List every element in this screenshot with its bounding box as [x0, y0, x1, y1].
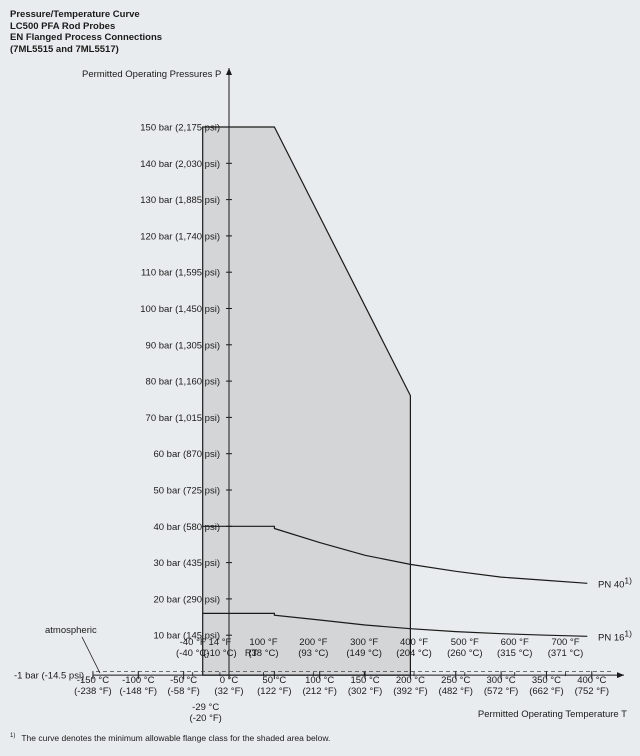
- x-tick-label-extra: (-20 °F): [190, 713, 222, 724]
- chart-title-line-4: (7ML5515 and 7ML5517): [10, 43, 119, 55]
- y-tick-label: 130 bar (1,885 psi): [140, 195, 220, 206]
- y-tick-label: 20 bar (290 psi): [153, 594, 220, 605]
- x-tick-label: (662 °F): [529, 686, 563, 697]
- x-tick-label: 100 °C: [305, 675, 334, 686]
- series-label-pn40: PN 401): [598, 575, 632, 590]
- x-tick-label: (482 °F): [439, 686, 473, 697]
- x-tick-label: (302 °F): [348, 686, 382, 697]
- x-tick-label: 250 °C: [441, 675, 470, 686]
- y-axis-arrow: [226, 68, 232, 75]
- y-tick-label: 60 bar (870 psi): [153, 449, 220, 460]
- y-tick-label: 120 bar (1,740 psi): [140, 231, 220, 242]
- chart-title-line-2: LC500 PFA Rod Probes: [10, 20, 116, 32]
- atmospheric-pressure-label: -1 bar (-14.5 psi): [14, 671, 84, 682]
- y-tick-label: 100 bar (1,450 psi): [140, 304, 220, 315]
- x-axis-title: Permitted Operating Temperature T: [478, 709, 627, 720]
- x-tick-label-fahrenheit: (315 °C): [497, 648, 532, 659]
- footnote-text: The curve denotes the minimum allowable …: [21, 733, 331, 743]
- x-tick-label: (572 °F): [484, 686, 518, 697]
- x-tick-label-fahrenheit: (149 °C): [346, 648, 381, 659]
- atmospheric-annotation: atmospheric: [45, 625, 97, 636]
- y-tick-label: 150 bar (2,175 psi): [140, 123, 220, 134]
- series-label-superscript: 1): [624, 628, 632, 638]
- series-line-pn16: [202, 612, 588, 637]
- x-tick-label: -150 °C: [77, 675, 109, 686]
- x-tick-label-fahrenheit: (204 °C): [396, 648, 431, 659]
- x-tick-label-fahrenheit: -40 °F: [180, 637, 206, 648]
- chart-title-block: Pressure/Temperature Curve LC500 PFA Rod…: [10, 9, 162, 55]
- rt-label: RT: [245, 648, 258, 659]
- x-tick-label: 300 °C: [487, 675, 516, 686]
- y-tick-label: 90 bar (1,305 psi): [146, 340, 220, 351]
- x-tick-label: (212 °F): [302, 686, 336, 697]
- x-tick-label-fahrenheit: 300 °F: [350, 637, 378, 648]
- series-line-pn40: [202, 525, 588, 584]
- chart-title-line-1: Pressure/Temperature Curve: [10, 9, 140, 20]
- x-tick-label-fahrenheit: (38 °C): [248, 648, 278, 659]
- x-tick-label-extra: -29 °C: [192, 702, 219, 713]
- chart-title-line-3: EN Flanged Process Connections: [10, 32, 163, 43]
- x-tick-label: 0 °C: [220, 675, 239, 686]
- x-tick-label: (122 °F): [257, 686, 291, 697]
- y-tick-label: 70 bar (1,015 psi): [146, 413, 220, 424]
- x-tick-label-fahrenheit: 100 °F: [249, 637, 277, 648]
- x-tick-label-fahrenheit: (93 °C): [298, 648, 328, 659]
- footnote-marker: 1): [10, 733, 16, 740]
- footnote: 1) The curve denotes the minimum allowabl…: [10, 733, 330, 743]
- y-axis-title: Permitted Operating Pressures P: [82, 69, 221, 80]
- series-label-superscript: 1): [624, 575, 632, 585]
- x-tick-label: (392 °F): [393, 686, 427, 697]
- x-tick-label: (-148 °F): [120, 686, 158, 697]
- x-tick-label-fahrenheit: (-10 °C): [203, 648, 236, 659]
- x-axis-arrow: [617, 672, 624, 679]
- atmospheric-leader-line: [81, 636, 101, 674]
- x-tick-label-fahrenheit: 400 °F: [400, 637, 428, 648]
- x-tick-label: 350 °C: [532, 675, 561, 686]
- x-tick-label-fahrenheit: 14 °F: [209, 637, 232, 648]
- y-tick-label: 80 bar (1,160 psi): [146, 377, 220, 388]
- x-tick-label-fahrenheit: 700 °F: [551, 637, 579, 648]
- x-tick-label: (32 °F): [214, 686, 243, 697]
- x-tick-label-fahrenheit: 600 °F: [501, 637, 529, 648]
- x-tick-label: (-238 °F): [74, 686, 112, 697]
- y-tick-label: 10 bar (145 psi): [153, 631, 220, 642]
- x-tick-label: -50 °C: [170, 675, 197, 686]
- x-tick-label-fahrenheit: (-40 °C): [176, 648, 209, 659]
- pressure-temperature-chart: Permitted Operating Pressures P Permitte…: [14, 68, 632, 724]
- y-tick-label: 30 bar (435 psi): [153, 558, 220, 569]
- x-tick-label: 200 °C: [396, 675, 425, 686]
- x-tick-label-fahrenheit: 200 °F: [299, 637, 327, 648]
- y-tick-label: 40 bar (580 psi): [153, 522, 220, 533]
- x-tick-label: 150 °C: [350, 675, 379, 686]
- y-tick-label: 110 bar (1,595 psi): [141, 268, 220, 279]
- x-tick-label: -100 °C: [122, 675, 154, 686]
- x-tick-label: 400 °C: [577, 675, 606, 686]
- shaded-permitted-area: [202, 126, 411, 676]
- x-tick-label: (752 °F): [575, 686, 609, 697]
- y-tick-label: 140 bar (2,030 psi): [140, 159, 220, 170]
- series-label-pn16: PN 161): [598, 628, 632, 643]
- x-tick-label: (-58 °F): [167, 686, 199, 697]
- x-tick-label-fahrenheit: (371 °C): [548, 648, 583, 659]
- y-tick-label: 50 bar (725 psi): [153, 486, 220, 497]
- x-tick-label-fahrenheit: (260 °C): [447, 648, 482, 659]
- x-tick-label: 50 °C: [262, 675, 286, 686]
- x-tick-label-fahrenheit: 500 °F: [451, 637, 479, 648]
